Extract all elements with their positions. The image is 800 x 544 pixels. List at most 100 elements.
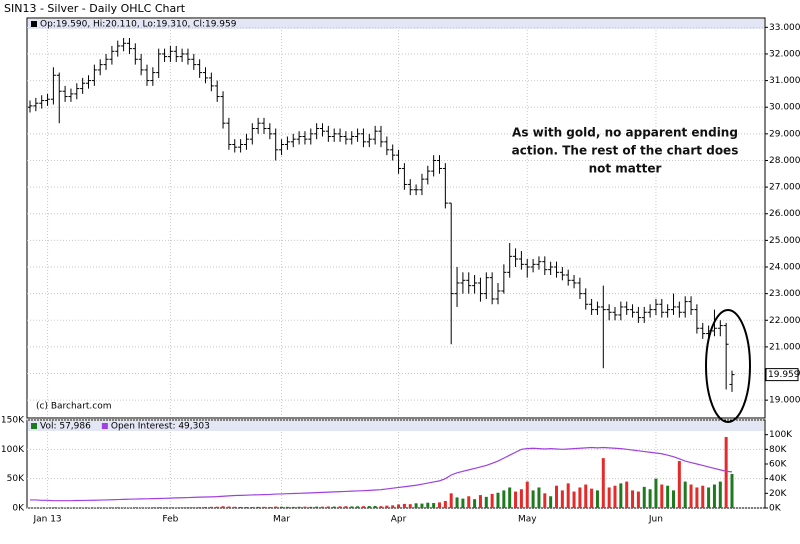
volume-bar <box>192 507 196 508</box>
legend-swatch <box>31 423 37 429</box>
volume-bar <box>145 507 149 508</box>
volume-bar <box>262 506 266 508</box>
volume-bar <box>438 502 441 508</box>
volume-bar <box>578 487 582 508</box>
y2-tick-label: 0K <box>769 504 782 514</box>
volume-legend-band <box>28 421 764 431</box>
volume-bar <box>625 481 629 508</box>
volume-bar <box>619 483 623 508</box>
volume-bar <box>467 496 471 508</box>
y-tick-label: 100K <box>1 445 25 455</box>
volume-bar <box>613 485 617 508</box>
volume-bar <box>373 505 377 508</box>
y-tick-label: 30.000 <box>769 103 800 113</box>
annotation: action. The rest of the chart does <box>512 144 739 158</box>
y-tick-label: 27.000 <box>769 183 800 193</box>
volume-bar <box>660 484 664 508</box>
volume-bar <box>455 497 459 508</box>
volume-bar <box>186 507 190 508</box>
volume-bar <box>473 499 477 508</box>
volume-bar <box>221 506 225 508</box>
price-legend-band <box>28 19 764 29</box>
volume-bar <box>555 485 558 508</box>
y-tick-label: 21.000 <box>769 342 800 352</box>
volume-bar <box>285 506 289 508</box>
volume-bar <box>672 490 675 508</box>
x-tick-label: Jan 13 <box>32 515 61 525</box>
volume-bar <box>303 506 307 508</box>
volume-bar <box>87 507 90 508</box>
volume-bar <box>227 506 231 508</box>
volume-bar <box>391 505 395 508</box>
volume-bar <box>730 473 734 508</box>
y-tick-label: 26.000 <box>769 209 800 219</box>
volume-bar <box>531 490 535 508</box>
y-tick-label: 23.000 <box>769 289 800 299</box>
y-tick-label: 19.000 <box>769 396 800 406</box>
volume-bar <box>543 493 547 508</box>
volume-bar <box>104 507 108 508</box>
volume-bar <box>379 506 383 508</box>
price-panel <box>26 17 766 419</box>
volume-bar <box>280 506 284 508</box>
price-legend: Op:19.590, Hi:20.110, Lo:19.310, Cl:19.9… <box>40 20 237 30</box>
x-tick-label: Apr <box>391 515 407 525</box>
volume-bar <box>321 506 324 508</box>
volume-bar <box>566 483 570 508</box>
volume-bar <box>601 458 605 508</box>
x-tick-label: May <box>518 515 537 525</box>
volume-bar <box>350 506 354 508</box>
marks <box>27 37 735 508</box>
volume-bar <box>57 507 61 508</box>
y-tick-label: 22.000 <box>769 316 800 326</box>
annotation: As with gold, no apparent ending <box>512 126 738 140</box>
x-tick-label: Mar <box>273 515 290 525</box>
volume-bar <box>133 507 137 508</box>
y-tick-label: 0K <box>12 504 25 514</box>
volume-bar <box>361 506 365 508</box>
legend-label: Open Interest: 49,303 <box>111 422 210 432</box>
volume-bar <box>648 489 652 508</box>
y2-tick-label: 60K <box>769 460 787 470</box>
volume-bar <box>397 504 401 508</box>
price-legend-swatch <box>31 21 37 27</box>
volume-bar <box>420 503 424 508</box>
volume-bar <box>689 484 693 508</box>
volume-bar <box>332 506 336 508</box>
volume-bar <box>127 507 131 508</box>
volume-bar <box>274 506 278 508</box>
volume-bar <box>367 506 371 508</box>
volume-bar <box>344 506 348 508</box>
volume-bar <box>198 507 202 508</box>
y-tick-label: 31.000 <box>769 76 800 86</box>
volume-bar <box>572 491 576 508</box>
volume-bar <box>426 502 430 508</box>
volume-bar <box>402 503 406 508</box>
volume-bar <box>525 481 529 508</box>
volume-bar <box>116 507 120 508</box>
volume-bar <box>408 504 412 508</box>
volume-bar <box>683 481 687 508</box>
volume-bar <box>157 507 161 508</box>
y-tick-label: 25.000 <box>769 236 800 246</box>
volume-bar <box>590 488 594 508</box>
volume-panel <box>26 419 766 509</box>
volume-bar <box>631 490 635 508</box>
grid <box>27 26 765 509</box>
volume-bar <box>250 507 254 508</box>
legend-label: Vol: 57,986 <box>40 422 91 432</box>
chart-title: SIN13 - Silver - Daily OHLC Chart <box>4 2 186 15</box>
volume-bar <box>707 487 711 508</box>
source: (c) Barchart.com <box>36 402 112 412</box>
volume-bar <box>291 506 295 508</box>
volume-bar <box>122 507 126 508</box>
y-tick-label: 50K <box>7 474 25 484</box>
y2-tick-label: 20K <box>769 489 787 499</box>
volume-bar <box>490 493 494 508</box>
volume-bar <box>502 490 506 508</box>
volume-bar <box>239 506 243 508</box>
volume-bar <box>666 485 670 508</box>
volume-bar <box>151 507 155 508</box>
volume-bar <box>215 506 219 508</box>
y-tick-label: 29.000 <box>769 129 800 139</box>
